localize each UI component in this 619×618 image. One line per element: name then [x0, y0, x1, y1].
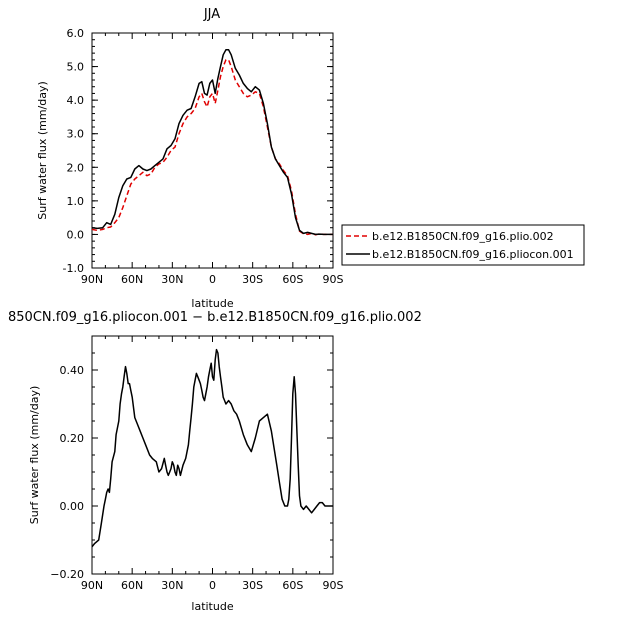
series-group — [91, 348, 333, 548]
x-tick-label: 90N — [81, 273, 103, 286]
series-group — [91, 49, 333, 236]
x-tick-label: 30N — [161, 579, 183, 592]
legend-label-pliocon: b.e12.B1850CN.f09_g16.pliocon.001 — [372, 248, 574, 261]
x-tick-label: 60S — [282, 579, 303, 592]
x-tick-label: 90S — [323, 273, 344, 286]
chart-difference: 850CN.f09_g16.pliocon.001 − b.e12.B1850C… — [8, 310, 422, 613]
series-line-1 — [91, 348, 333, 548]
chart-title: 850CN.f09_g16.pliocon.001 − b.e12.B1850C… — [8, 310, 422, 325]
chart-jja: JJA Surf water flux (mm/day) latitude 90… — [36, 7, 344, 310]
axis-ticks: 90N 60N 30N 0 30S 60S 90S -1.0 0.0 1.0 2.0 3.0 4.0 5.… — [63, 27, 344, 286]
series-line-2 — [91, 49, 333, 236]
legend-box — [341, 224, 585, 266]
legend-label-plio: b.e12.B1850CN.f09_g16.plio.002 — [372, 230, 554, 243]
x-tick-label: 60N — [121, 273, 143, 286]
y-tick-label: 5.0 — [67, 61, 85, 74]
x-tick-label: 90S — [323, 579, 344, 592]
x-axis-label: latitude — [191, 600, 233, 613]
y-tick-label: -1.0 — [63, 262, 84, 275]
legend: b.e12.B1850CN.f09_g16.plio.002 b.e12.B18… — [341, 224, 585, 266]
x-tick-label: 30S — [242, 273, 263, 286]
plot-frame — [91, 32, 334, 269]
y-tick-label: 3.0 — [67, 128, 85, 141]
x-tick-label: 0 — [209, 579, 216, 592]
x-tick-label: 60S — [282, 273, 303, 286]
y-tick-label: 0.40 — [60, 364, 85, 377]
y-tick-label: 0.20 — [60, 432, 85, 445]
y-tick-label: 6.0 — [67, 27, 85, 40]
chart-title: JJA — [203, 7, 220, 22]
x-tick-label: 0 — [209, 273, 216, 286]
y-tick-label: 0.00 — [60, 500, 85, 513]
y-tick-label: 0.0 — [67, 228, 85, 241]
x-tick-label: 60N — [121, 579, 143, 592]
y-tick-label: 4.0 — [67, 94, 85, 107]
x-tick-label: 30N — [161, 273, 183, 286]
axis-ticks: 90N 60N 30N 0 30S 60S 90S −0.20 0.00 0.20 0.40 — [50, 335, 344, 592]
y-tick-label: 2.0 — [67, 161, 85, 174]
y-axis-label: Surf water flux (mm/day) — [28, 386, 41, 525]
x-tick-label: 90N — [81, 579, 103, 592]
y-tick-label: 1.0 — [67, 195, 85, 208]
x-axis-label: latitude — [191, 297, 233, 310]
x-tick-label: 30S — [242, 579, 263, 592]
series-line-1 — [91, 59, 333, 236]
y-tick-label: −0.20 — [50, 568, 84, 581]
y-axis-label: Surf water flux (mm/day) — [36, 81, 49, 220]
